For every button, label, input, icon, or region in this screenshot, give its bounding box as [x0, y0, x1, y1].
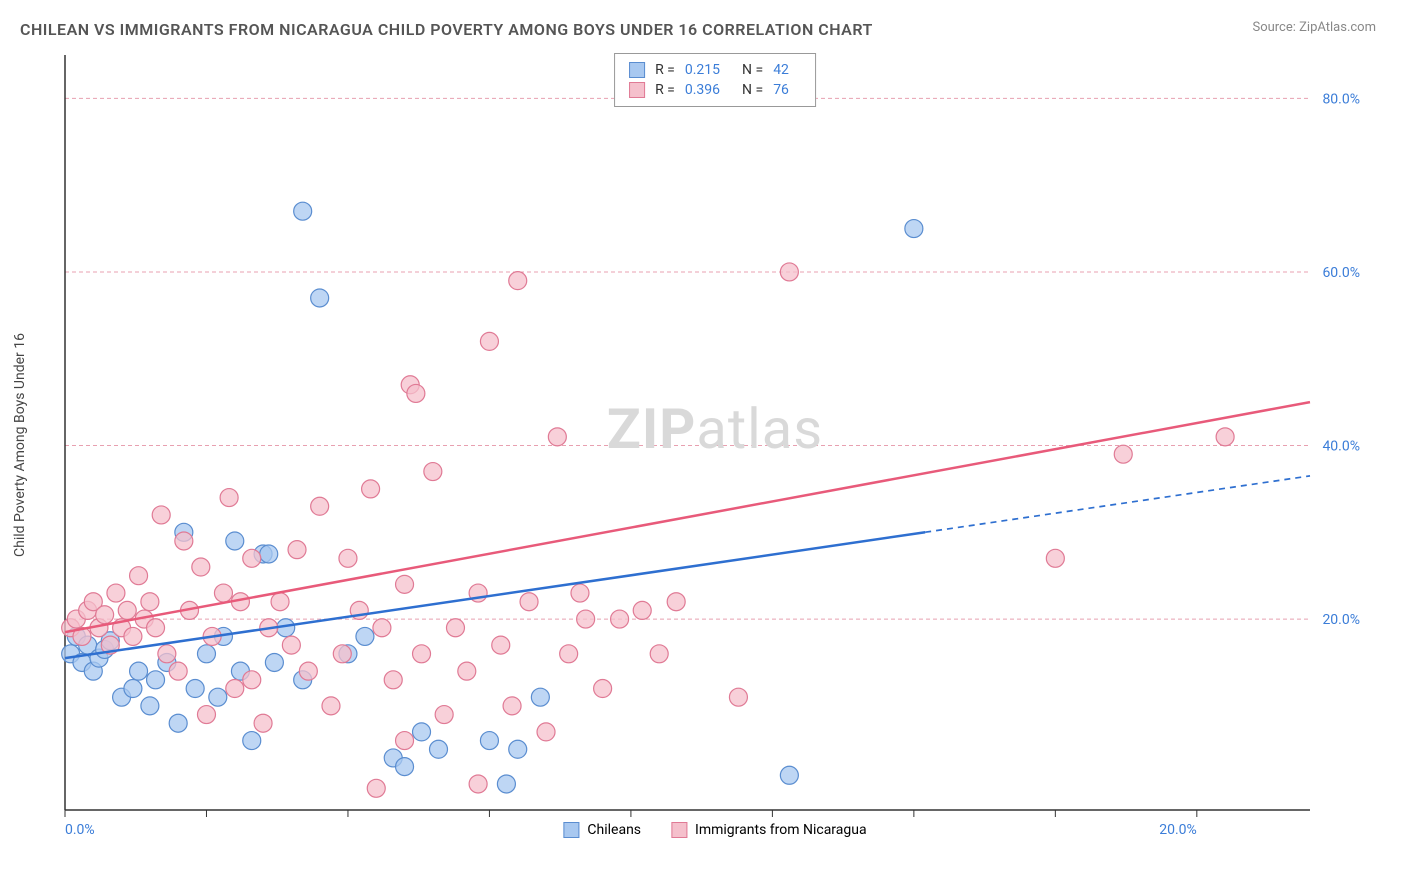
legend-swatch: [629, 82, 645, 98]
legend-swatch: [563, 822, 579, 838]
chart-title: CHILEAN VS IMMIGRANTS FROM NICARAGUA CHI…: [20, 20, 873, 39]
svg-text:40.0%: 40.0%: [1322, 439, 1360, 455]
legend-row: R = 0.215 N = 42: [629, 60, 801, 80]
legend-swatch: [671, 822, 687, 838]
scatter-plot: 20.0% 40.0% 60.0% 80.0% 0.0% 20.0%: [60, 50, 1370, 840]
legend-r-label: R =: [655, 80, 675, 100]
series-legend: Chileans Immigrants from Nicaragua: [553, 818, 876, 842]
y-axis-label: Child Poverty Among Boys Under 16: [12, 333, 28, 557]
legend-n-value: 76: [773, 80, 789, 100]
svg-text:20.0%: 20.0%: [1322, 612, 1360, 628]
svg-text:20.0%: 20.0%: [1159, 822, 1197, 838]
legend-n-label: N =: [742, 60, 763, 80]
legend-label: Chileans: [587, 822, 641, 838]
source-attribution: Source: ZipAtlas.com: [1252, 20, 1376, 35]
legend-n-value: 42: [773, 60, 789, 80]
legend-swatch: [629, 62, 645, 78]
legend-n-label: N =: [742, 80, 763, 100]
svg-text:80.0%: 80.0%: [1322, 91, 1360, 107]
correlation-legend: R = 0.215 N = 42 R = 0.396 N = 76: [614, 53, 816, 107]
legend-row: R = 0.396 N = 76: [629, 80, 801, 100]
legend-r-label: R =: [655, 60, 675, 80]
legend-r-value: 0.396: [685, 80, 720, 100]
svg-text:60.0%: 60.0%: [1322, 265, 1360, 281]
svg-text:0.0%: 0.0%: [65, 822, 95, 838]
legend-item: Chileans: [563, 822, 641, 838]
legend-item: Immigrants from Nicaragua: [671, 822, 867, 838]
chart-container: Child Poverty Among Boys Under 16 20.0%4…: [60, 50, 1370, 840]
legend-label: Immigrants from Nicaragua: [695, 822, 867, 838]
legend-r-value: 0.215: [685, 60, 720, 80]
